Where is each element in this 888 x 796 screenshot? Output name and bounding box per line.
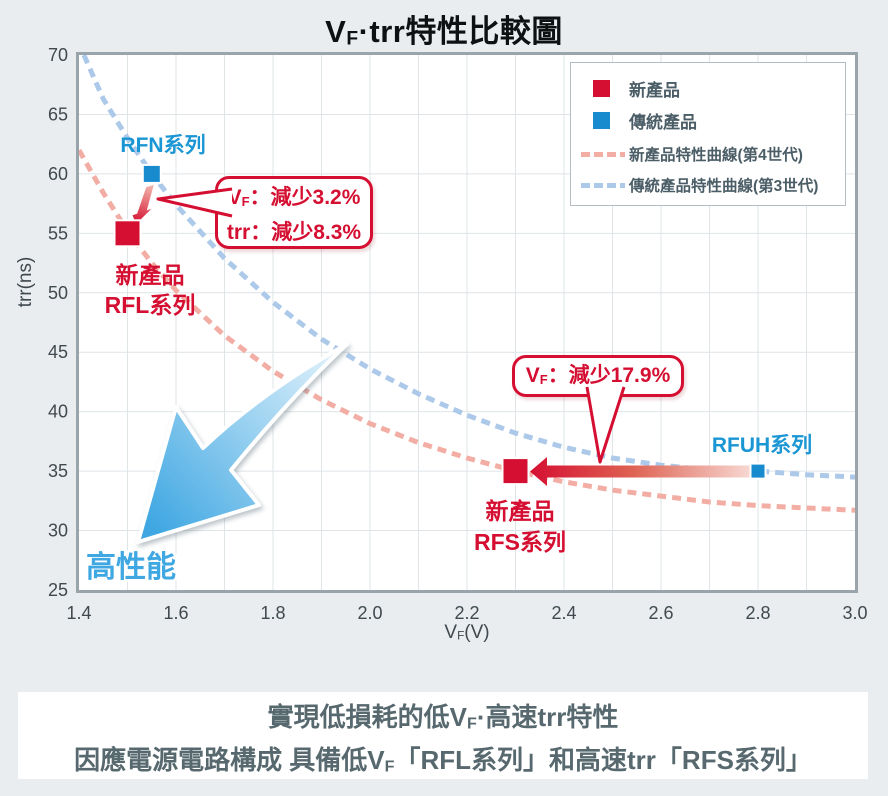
gridlines [79, 55, 855, 590]
callout-vf-reduction: VF：減少17.9% [512, 355, 684, 397]
legend-item-new-curve: 新產品特性曲線(第4世代) [571, 143, 803, 165]
vf-reduction-arrow [530, 457, 753, 486]
x-axis-title: VF(V) [367, 622, 567, 644]
data-point-rfs [501, 457, 530, 486]
legend-label: 傳統產品特性曲線(第3世代) [629, 178, 819, 195]
callout-line2: trr：減少8.3% [226, 220, 362, 244]
x-axis-title-sub: F [457, 629, 465, 643]
x-tick-label: 2.4 [551, 603, 576, 623]
callout2-post: ：減少17.9% [547, 364, 671, 387]
callout2-pre: V [525, 364, 540, 387]
legend-label: 傳統產品 [629, 112, 697, 132]
legend-label: 新產品 [629, 80, 680, 100]
plot-border [76, 52, 858, 593]
legend-item-traditional-product: 傳統產品 [571, 109, 697, 132]
y-tick-label: 70 [48, 45, 68, 65]
y-tick-label: 65 [48, 104, 68, 124]
rfs-series-label-line1: 新產品 [486, 498, 555, 524]
data-points [113, 163, 767, 486]
rfn-series-label: RFN系列 [120, 134, 205, 157]
summary-line2: 因應電源電路構成 具備低VF「RFL系列」和高速trr「RFS系列」 [18, 742, 868, 785]
y-tick-label: 30 [48, 521, 68, 541]
summary-line1-sub: F [466, 714, 477, 733]
red-square-swatch-icon [593, 79, 610, 97]
pink-dash-swatch-icon [581, 151, 625, 157]
summary-line2-sub: F [384, 757, 395, 776]
blue-dash-swatch-icon [581, 182, 625, 188]
summary-line2-pre: 因應電源電路構成 具備低V [74, 745, 385, 776]
callout2-sub: F [539, 371, 548, 387]
legend-label: 新產品特性曲線(第4世代) [629, 147, 803, 164]
y-tick-label: 35 [48, 461, 68, 481]
y-tick-label: 40 [48, 402, 68, 422]
x-tick-label: 1.8 [260, 603, 285, 623]
y-tick-labels: 70 65 60 55 50 45 40 35 30 25 [48, 45, 68, 600]
rfs-series-label-line2: RFS系列 [474, 529, 566, 555]
y-axis-title: trr(ns) [15, 256, 36, 308]
x-tick-label: 1.6 [163, 603, 188, 623]
y-tick-label: 25 [48, 580, 68, 600]
summary-line1-post: ·高速trr特性 [476, 702, 619, 732]
y-tick-label: 50 [48, 283, 68, 303]
performance-label: 高性能 [86, 551, 176, 584]
legend-item-new-product: 新產品 [571, 77, 680, 100]
x-tick-label: 3.0 [842, 603, 867, 623]
x-tick-label: 2.8 [745, 603, 770, 623]
x-tick-labels: 1.4 1.6 1.8 2.0 2.2 2.4 2.6 2.8 3.0 [66, 603, 867, 623]
data-point-rfuh [749, 462, 767, 480]
data-point-rfl [113, 219, 142, 248]
rfuh-series-label: RFUH系列 [712, 434, 812, 457]
y-tick-label: 60 [48, 164, 68, 184]
rfn-to-rfl-arrow [132, 184, 154, 224]
x-axis-title-pre: V [444, 622, 458, 643]
rfl-series-label-line1: 新產品 [116, 262, 185, 288]
summary-box: 實現低損耗的低VF·高速trr特性 因應電源電路構成 具備低VF「RFL系列」和… [18, 692, 868, 779]
summary-line2-post: 「RFL系列」和高速trr「RFS系列」 [394, 745, 812, 776]
x-tick-label: 2.0 [357, 603, 382, 623]
blue-square-swatch-icon [593, 111, 610, 129]
curve-new-product [79, 148, 855, 513]
legend: 新產品 傳統產品 新產品特性曲線(第4世代) 傳統產品特性曲線(第3世代) [570, 62, 846, 206]
data-point-rfn [141, 163, 162, 184]
high-performance-arrow [136, 342, 349, 544]
title-post: ·trr特性比較圖 [358, 14, 563, 49]
summary-line1: 實現低損耗的低VF·高速trr特性 [18, 699, 868, 742]
title-subscript: F [346, 28, 359, 50]
x-tick-label: 2.6 [648, 603, 673, 623]
legend-item-traditional-curve: 傳統產品特性曲線(第3世代) [571, 174, 818, 196]
callout-line1: VF：減少3.2% [218, 182, 370, 217]
y-tick-label: 45 [48, 342, 68, 362]
x-tick-label: 2.2 [454, 603, 479, 623]
callout-line1-pre: V [227, 186, 242, 209]
summary-line1-pre: 實現低損耗的低V [267, 702, 467, 732]
x-tick-label: 1.4 [66, 603, 91, 623]
y-tick-label: 55 [48, 223, 68, 243]
rfl-series-label-line2: RFL系列 [105, 292, 196, 318]
callout-line1-sub: F [241, 193, 250, 209]
callout-line1-post: ：減少3.2% [249, 186, 361, 209]
title-pre: V [325, 14, 347, 49]
x-axis-title-post: (V) [464, 622, 490, 643]
callout-vf-trr-reduction: VF：減少3.2% trr：減少8.3% [215, 176, 373, 249]
page-title: VF·trr特性比較圖 [0, 6, 888, 51]
